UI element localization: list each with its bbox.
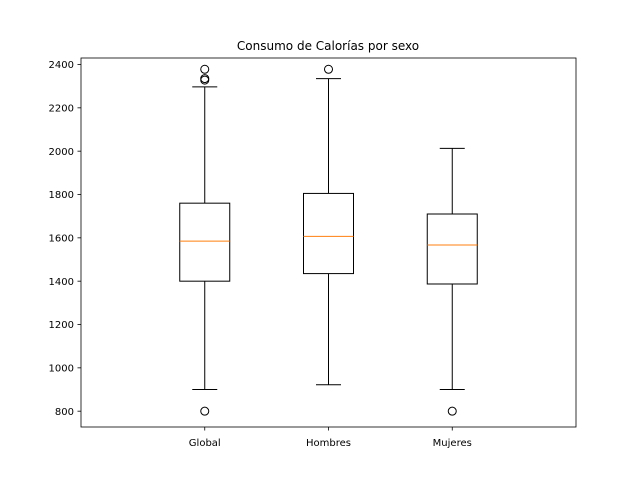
- y-tick-label-2000: 2000: [49, 147, 74, 158]
- x-tick-label-mujeres: Mujeres: [433, 438, 472, 449]
- y-tick-label-1000: 1000: [49, 363, 74, 374]
- chart-title: Consumo de Calorías por sexo: [237, 39, 419, 53]
- y-tick-label-1400: 1400: [49, 277, 74, 288]
- box-global: [179, 202, 231, 282]
- flier-mujeres-0: [447, 406, 457, 416]
- flier-global-2: [200, 74, 210, 84]
- box-mujeres: [426, 213, 478, 285]
- flier-global-0: [200, 406, 210, 416]
- y-tick-label-1600: 1600: [49, 233, 74, 244]
- flier-global-3: [200, 64, 210, 74]
- axes-frame: [80, 57, 577, 428]
- y-tick-label-1800: 1800: [49, 190, 74, 201]
- y-tick-label-2200: 2200: [49, 103, 74, 114]
- y-tick-label-1200: 1200: [49, 320, 74, 331]
- plot-area: Global Hombres Mujeres 800 1000 1200 1400 1600 1…: [49, 57, 577, 449]
- x-tick-label-hombres: Hombres: [306, 438, 351, 449]
- y-tick-label-2400: 2400: [49, 60, 74, 71]
- box-hombres: [303, 192, 354, 275]
- flier-hombres-0: [324, 64, 333, 74]
- x-tick-label-global: Global: [189, 438, 221, 449]
- y-tick-label-800: 800: [55, 407, 74, 418]
